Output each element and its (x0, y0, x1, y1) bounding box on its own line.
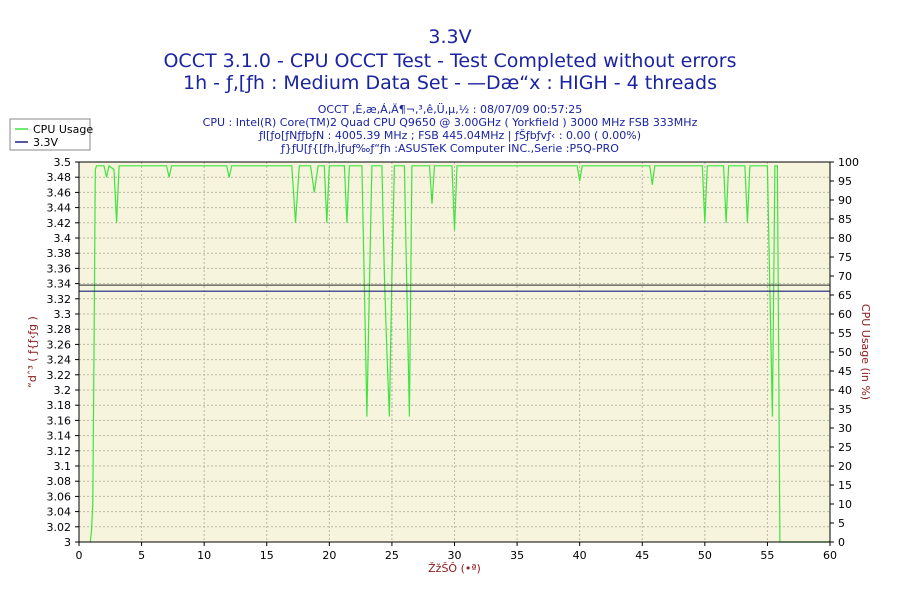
y-left-tick-label: 3.3 (54, 308, 72, 321)
x-tick-label: 60 (823, 549, 837, 562)
y-right-tick-label: 45 (838, 365, 852, 378)
y-right-tick-label: 85 (838, 213, 852, 226)
x-tick-label: 35 (510, 549, 524, 562)
y-left-tick-label: 3.08 (47, 475, 72, 488)
y-right-tick-label: 60 (838, 308, 852, 321)
info-line-cpu: CPU : Intel(R) Core(TM)2 Quad CPU Q9650 … (202, 116, 698, 129)
y-left-tick-label: 3.24 (47, 354, 72, 367)
y-right-tick-label: 5 (838, 517, 845, 530)
chart-title: 3.3V (428, 26, 472, 48)
y-right-tick-label: 0 (838, 536, 845, 549)
legend-box (9, 118, 91, 151)
y-right-tick-label: 25 (838, 441, 852, 454)
y-left-tick-label: 3 (64, 536, 71, 549)
y-left-tick-label: 3.04 (47, 506, 72, 519)
y-left-tick-label: 3.16 (47, 414, 72, 427)
y-right-tick-label: 90 (838, 194, 852, 207)
y-right-tick-label: 55 (838, 327, 852, 340)
x-tick-label: 40 (573, 549, 587, 562)
x-tick-label: 20 (322, 549, 336, 562)
y-left-tick-label: 3.4 (54, 232, 72, 245)
y-left-tick-label: 3.28 (47, 323, 72, 336)
series-line-cpu-usage (89, 164, 830, 543)
y-right-tick-label: 65 (838, 289, 852, 302)
y-right-tick-label: 95 (838, 175, 852, 188)
y-left-tick-label: 3.48 (47, 171, 72, 184)
x-tick-label: 15 (260, 549, 274, 562)
y-right-tick-label: 40 (838, 384, 852, 397)
y-left-tick-label: 3.06 (47, 490, 72, 503)
info-line-date: OCCT ‚É‚æ‚Á‚Ä¶¬‚³‚ê‚Ü‚µ‚½ : 08/07/09 00:… (317, 103, 583, 116)
y-left-tick-label: 3.2 (54, 384, 72, 397)
y-right-tick-label: 10 (838, 498, 852, 511)
x-tick-label: 25 (385, 549, 399, 562)
legend-label: 3.3V (33, 136, 58, 149)
x-tick-label: 5 (138, 549, 145, 562)
x-tick-label: 45 (635, 549, 649, 562)
y-left-tick-label: 3.18 (47, 399, 72, 412)
info-line-overclock: ƒI[ƒo[ƒNƒƒbƒN : 4005.39 MHz ; FSB 445.04… (258, 129, 642, 142)
y-left-tick-label: 3.46 (47, 186, 72, 199)
y-right-axis-label: CPU Usage (in %) (859, 304, 872, 400)
chart-subtitle-mode: 1h - ƒ‚[ƒh : Medium Data Set - —Dæ“x : H… (183, 72, 717, 94)
x-tick-label: 10 (197, 549, 211, 562)
y-right-tick-label: 20 (838, 460, 852, 473)
y-right-tick-label: 15 (838, 479, 852, 492)
y-left-tick-label: 3.1 (54, 460, 72, 473)
x-axis-label: ŽžŠÔ (•ª) (428, 562, 481, 575)
y-left-tick-label: 3.36 (47, 262, 72, 275)
x-tick-label: 0 (76, 549, 83, 562)
y-left-axis-label: “dˆ³ ( ƒ{ƒ‹ƒg ) (26, 316, 39, 388)
legend-label: CPU Usage (33, 123, 93, 136)
y-left-tick-label: 3.44 (47, 202, 72, 215)
y-left-tick-label: 3.42 (47, 217, 72, 230)
y-left-tick-label: 3.34 (47, 278, 72, 291)
y-right-tick-label: 100 (838, 156, 859, 169)
y-right-tick-label: 35 (838, 403, 852, 416)
y-left-tick-label: 3.22 (47, 369, 72, 382)
y-left-tick-label: 3.12 (47, 445, 72, 458)
y-left-tick-label: 3.32 (47, 293, 72, 306)
y-left-tick-label: 3.5 (54, 156, 72, 169)
y-right-tick-label: 80 (838, 232, 852, 245)
chart-subtitle-test: OCCT 3.1.0 - CPU OCCT Test - Test Comple… (163, 50, 737, 72)
y-right-tick-label: 70 (838, 270, 852, 283)
y-left-tick-label: 3.02 (47, 521, 72, 534)
info-line-motherboard: ƒ}ƒU[ƒ{[ƒh‚Ìƒuƒ‰ƒ“ƒh :ASUSTeK Computer I… (281, 142, 619, 155)
y-left-tick-label: 3.26 (47, 338, 72, 351)
y-right-tick-label: 75 (838, 251, 852, 264)
x-tick-label: 30 (448, 549, 462, 562)
x-tick-label: 50 (698, 549, 712, 562)
y-left-tick-label: 3.38 (47, 247, 72, 260)
y-left-tick-label: 3.14 (47, 430, 72, 443)
y-right-tick-label: 50 (838, 346, 852, 359)
y-right-tick-label: 30 (838, 422, 852, 435)
x-tick-label: 55 (760, 549, 774, 562)
